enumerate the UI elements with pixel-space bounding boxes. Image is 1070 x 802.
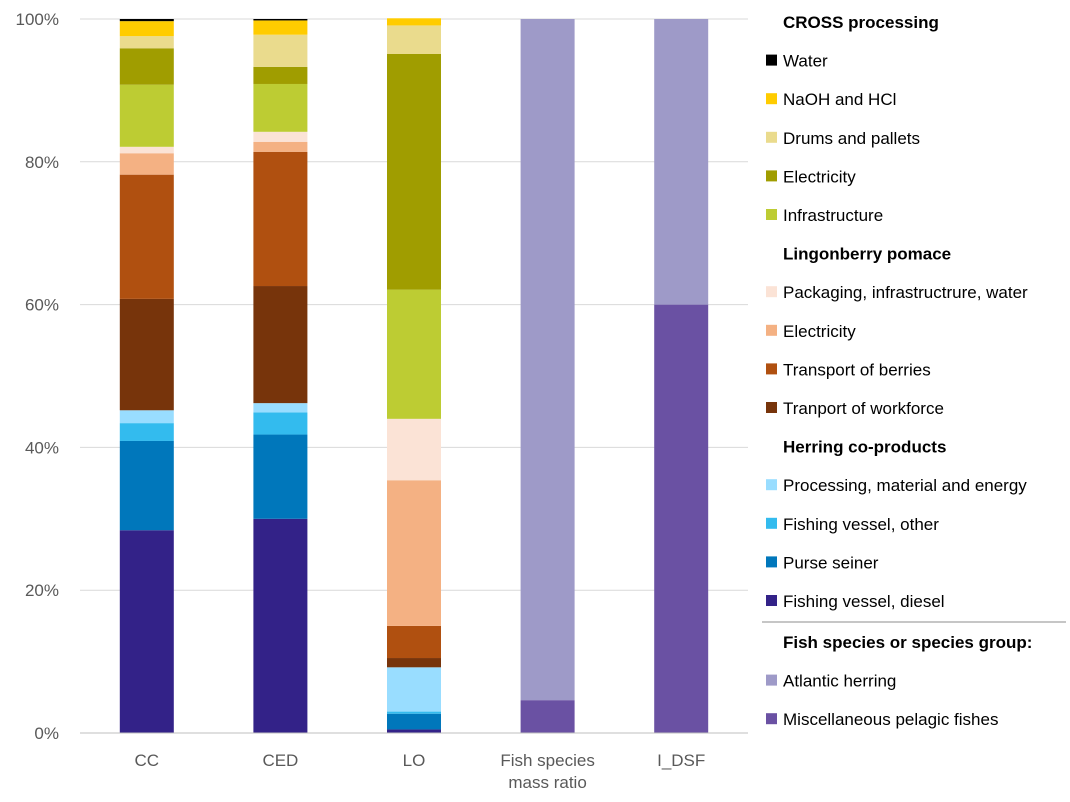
bar-segment xyxy=(253,19,308,21)
legend-label: Electricity xyxy=(783,167,856,186)
legend-swatch xyxy=(766,93,777,105)
legend-swatch xyxy=(766,170,777,182)
legend-swatch xyxy=(766,479,777,491)
bar-segment xyxy=(253,66,308,84)
bar-segment xyxy=(387,53,441,290)
bar-segment xyxy=(253,83,308,132)
legend-group-header: Lingonberry pomace xyxy=(783,245,951,264)
bar-segment xyxy=(387,729,441,733)
bar-segment xyxy=(119,36,174,49)
legend-label: Packaging, infrastructrure, water xyxy=(783,283,1028,302)
bar-segment xyxy=(253,34,308,67)
bar-segment xyxy=(387,713,441,730)
y-tick-label: 80% xyxy=(25,153,59,172)
x-tick-label: I_DSF xyxy=(657,751,705,770)
legend-swatch xyxy=(766,674,777,686)
legend-swatch xyxy=(766,402,777,413)
x-tick-label-line: I_DSF xyxy=(657,751,705,770)
legend-swatch xyxy=(766,131,777,143)
legend-group-header: Herring co-products xyxy=(783,438,946,457)
bars xyxy=(119,18,709,733)
x-tick-label-line: LO xyxy=(403,751,426,770)
bar-segment xyxy=(119,21,174,37)
bar-segment xyxy=(119,410,174,424)
bar-segment xyxy=(119,174,174,299)
y-tick-label: 40% xyxy=(25,438,59,457)
legend-label: Processing, material and energy xyxy=(783,476,1027,495)
bar-segment xyxy=(119,19,174,22)
legend-label: Fishing vessel, diesel xyxy=(783,592,945,611)
bar-segment xyxy=(387,667,441,712)
bar-segment xyxy=(387,480,441,626)
bar-segment xyxy=(119,48,174,85)
legend-swatch xyxy=(766,556,777,568)
legend: CROSS processing Water NaOH and HCl Drums a… xyxy=(762,13,1066,729)
bar-segment xyxy=(119,84,174,147)
bar-segment xyxy=(253,518,308,733)
bar-segment xyxy=(253,412,308,435)
bar-segment xyxy=(119,146,174,154)
legend-swatch xyxy=(766,363,777,375)
bar-segment xyxy=(253,403,308,413)
legend-label: Tranport of workforce xyxy=(783,399,944,418)
legend-swatch xyxy=(766,324,777,336)
legend-swatch xyxy=(766,517,777,529)
bar-segment xyxy=(253,434,308,519)
x-tick-label-line: CED xyxy=(262,751,298,770)
axes: 0% 20% 40% 60% 80% 100% CC CED LO Fish species mas… xyxy=(16,10,748,792)
legend-label: Water xyxy=(783,52,828,71)
legend-group-header: Fish species or species group: xyxy=(783,633,1032,652)
bar-segment xyxy=(253,20,308,35)
bar-segment xyxy=(253,151,308,287)
x-tick-label-line: Fish species xyxy=(500,751,594,770)
legend-swatch xyxy=(766,595,777,606)
legend-swatch xyxy=(766,54,777,66)
legend-label: NaOH and HCl xyxy=(783,90,896,109)
x-tick-label-line: CC xyxy=(135,751,160,770)
bar-segment xyxy=(387,658,441,668)
bar-segment xyxy=(387,625,441,659)
x-tick-label: CED xyxy=(262,751,298,770)
legend-label: Transport of berries xyxy=(783,360,931,379)
legend-swatch xyxy=(766,713,777,725)
bar-segment xyxy=(253,286,308,404)
y-tick-label: 0% xyxy=(34,724,59,743)
y-tick-label: 60% xyxy=(25,296,59,315)
x-tick-label: LO xyxy=(403,751,426,770)
x-tick-label: CC xyxy=(135,751,160,770)
legend-swatch xyxy=(766,209,777,220)
x-tick-label: Fish species mass ratio xyxy=(500,751,594,792)
x-tick-label-line: mass ratio xyxy=(508,773,586,792)
bar-segment xyxy=(520,700,575,733)
y-tick-label: 20% xyxy=(25,581,59,600)
bar-segment xyxy=(119,440,174,531)
bar-segment xyxy=(119,298,174,411)
bar-segment xyxy=(654,19,709,305)
legend-label: Atlantic herring xyxy=(783,672,896,691)
bar-segment xyxy=(387,289,441,419)
bar-segment xyxy=(520,19,575,701)
bar-segment xyxy=(119,530,174,733)
bar-segment xyxy=(119,153,174,175)
bar-segment xyxy=(387,711,441,714)
bar-segment xyxy=(387,418,441,481)
legend-label: Purse seiner xyxy=(783,553,879,572)
legend-label: Infrastructure xyxy=(783,206,883,225)
bar-segment xyxy=(253,141,308,152)
bar-segment xyxy=(387,18,441,26)
legend-label: Electricity xyxy=(783,322,856,341)
legend-group-header: CROSS processing xyxy=(783,13,939,32)
bar-segment xyxy=(654,304,709,733)
legend-swatch xyxy=(766,286,777,298)
bar-segment xyxy=(253,131,308,142)
y-tick-label: 100% xyxy=(16,10,59,29)
bar-segment xyxy=(387,25,441,54)
legend-label: Miscellaneous pelagic fishes xyxy=(783,710,998,729)
legend-label: Drums and pallets xyxy=(783,129,920,148)
bar-segment xyxy=(119,423,174,441)
legend-label: Fishing vessel, other xyxy=(783,515,939,534)
